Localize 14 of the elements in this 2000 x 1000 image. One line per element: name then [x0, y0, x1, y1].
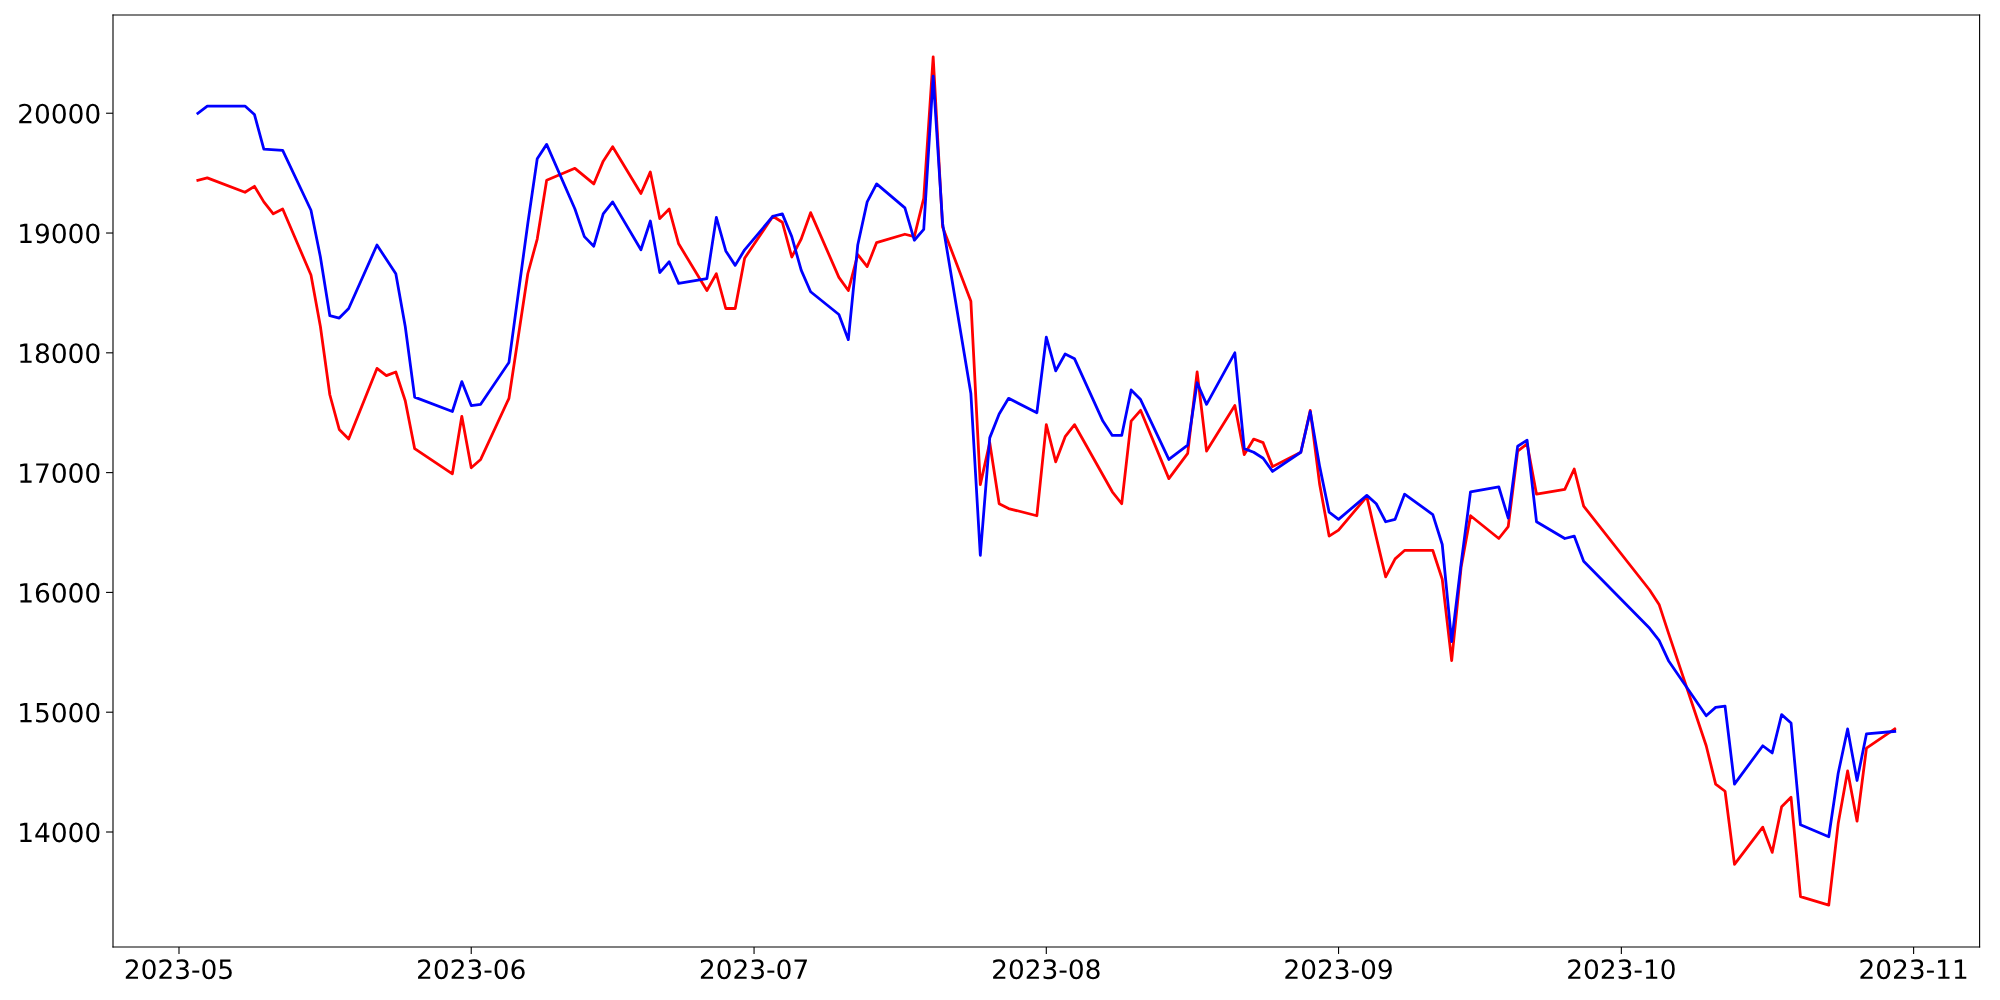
y-tick-label: 18000: [20, 343, 100, 364]
y-tick-label: 19000: [20, 223, 100, 244]
x-tick-label: 2023-07: [700, 959, 807, 980]
y-tick-label: 14000: [20, 822, 100, 843]
y-tick-label: 20000: [19, 103, 100, 124]
y-tick-label: 15000: [20, 702, 100, 723]
x-tick-label: 2023-10: [1568, 959, 1675, 980]
x-tick-label: 2023-11: [1860, 959, 1967, 980]
x-tick-label: 2023-09: [1285, 959, 1392, 980]
x-tick-label: 2023-05: [125, 959, 232, 980]
x-tick-label: 2023-06: [418, 959, 525, 980]
y-tick-label: 17000: [20, 463, 100, 484]
x-tick-label: 2023-08: [993, 959, 1100, 980]
y-tick-label: 16000: [20, 582, 100, 603]
